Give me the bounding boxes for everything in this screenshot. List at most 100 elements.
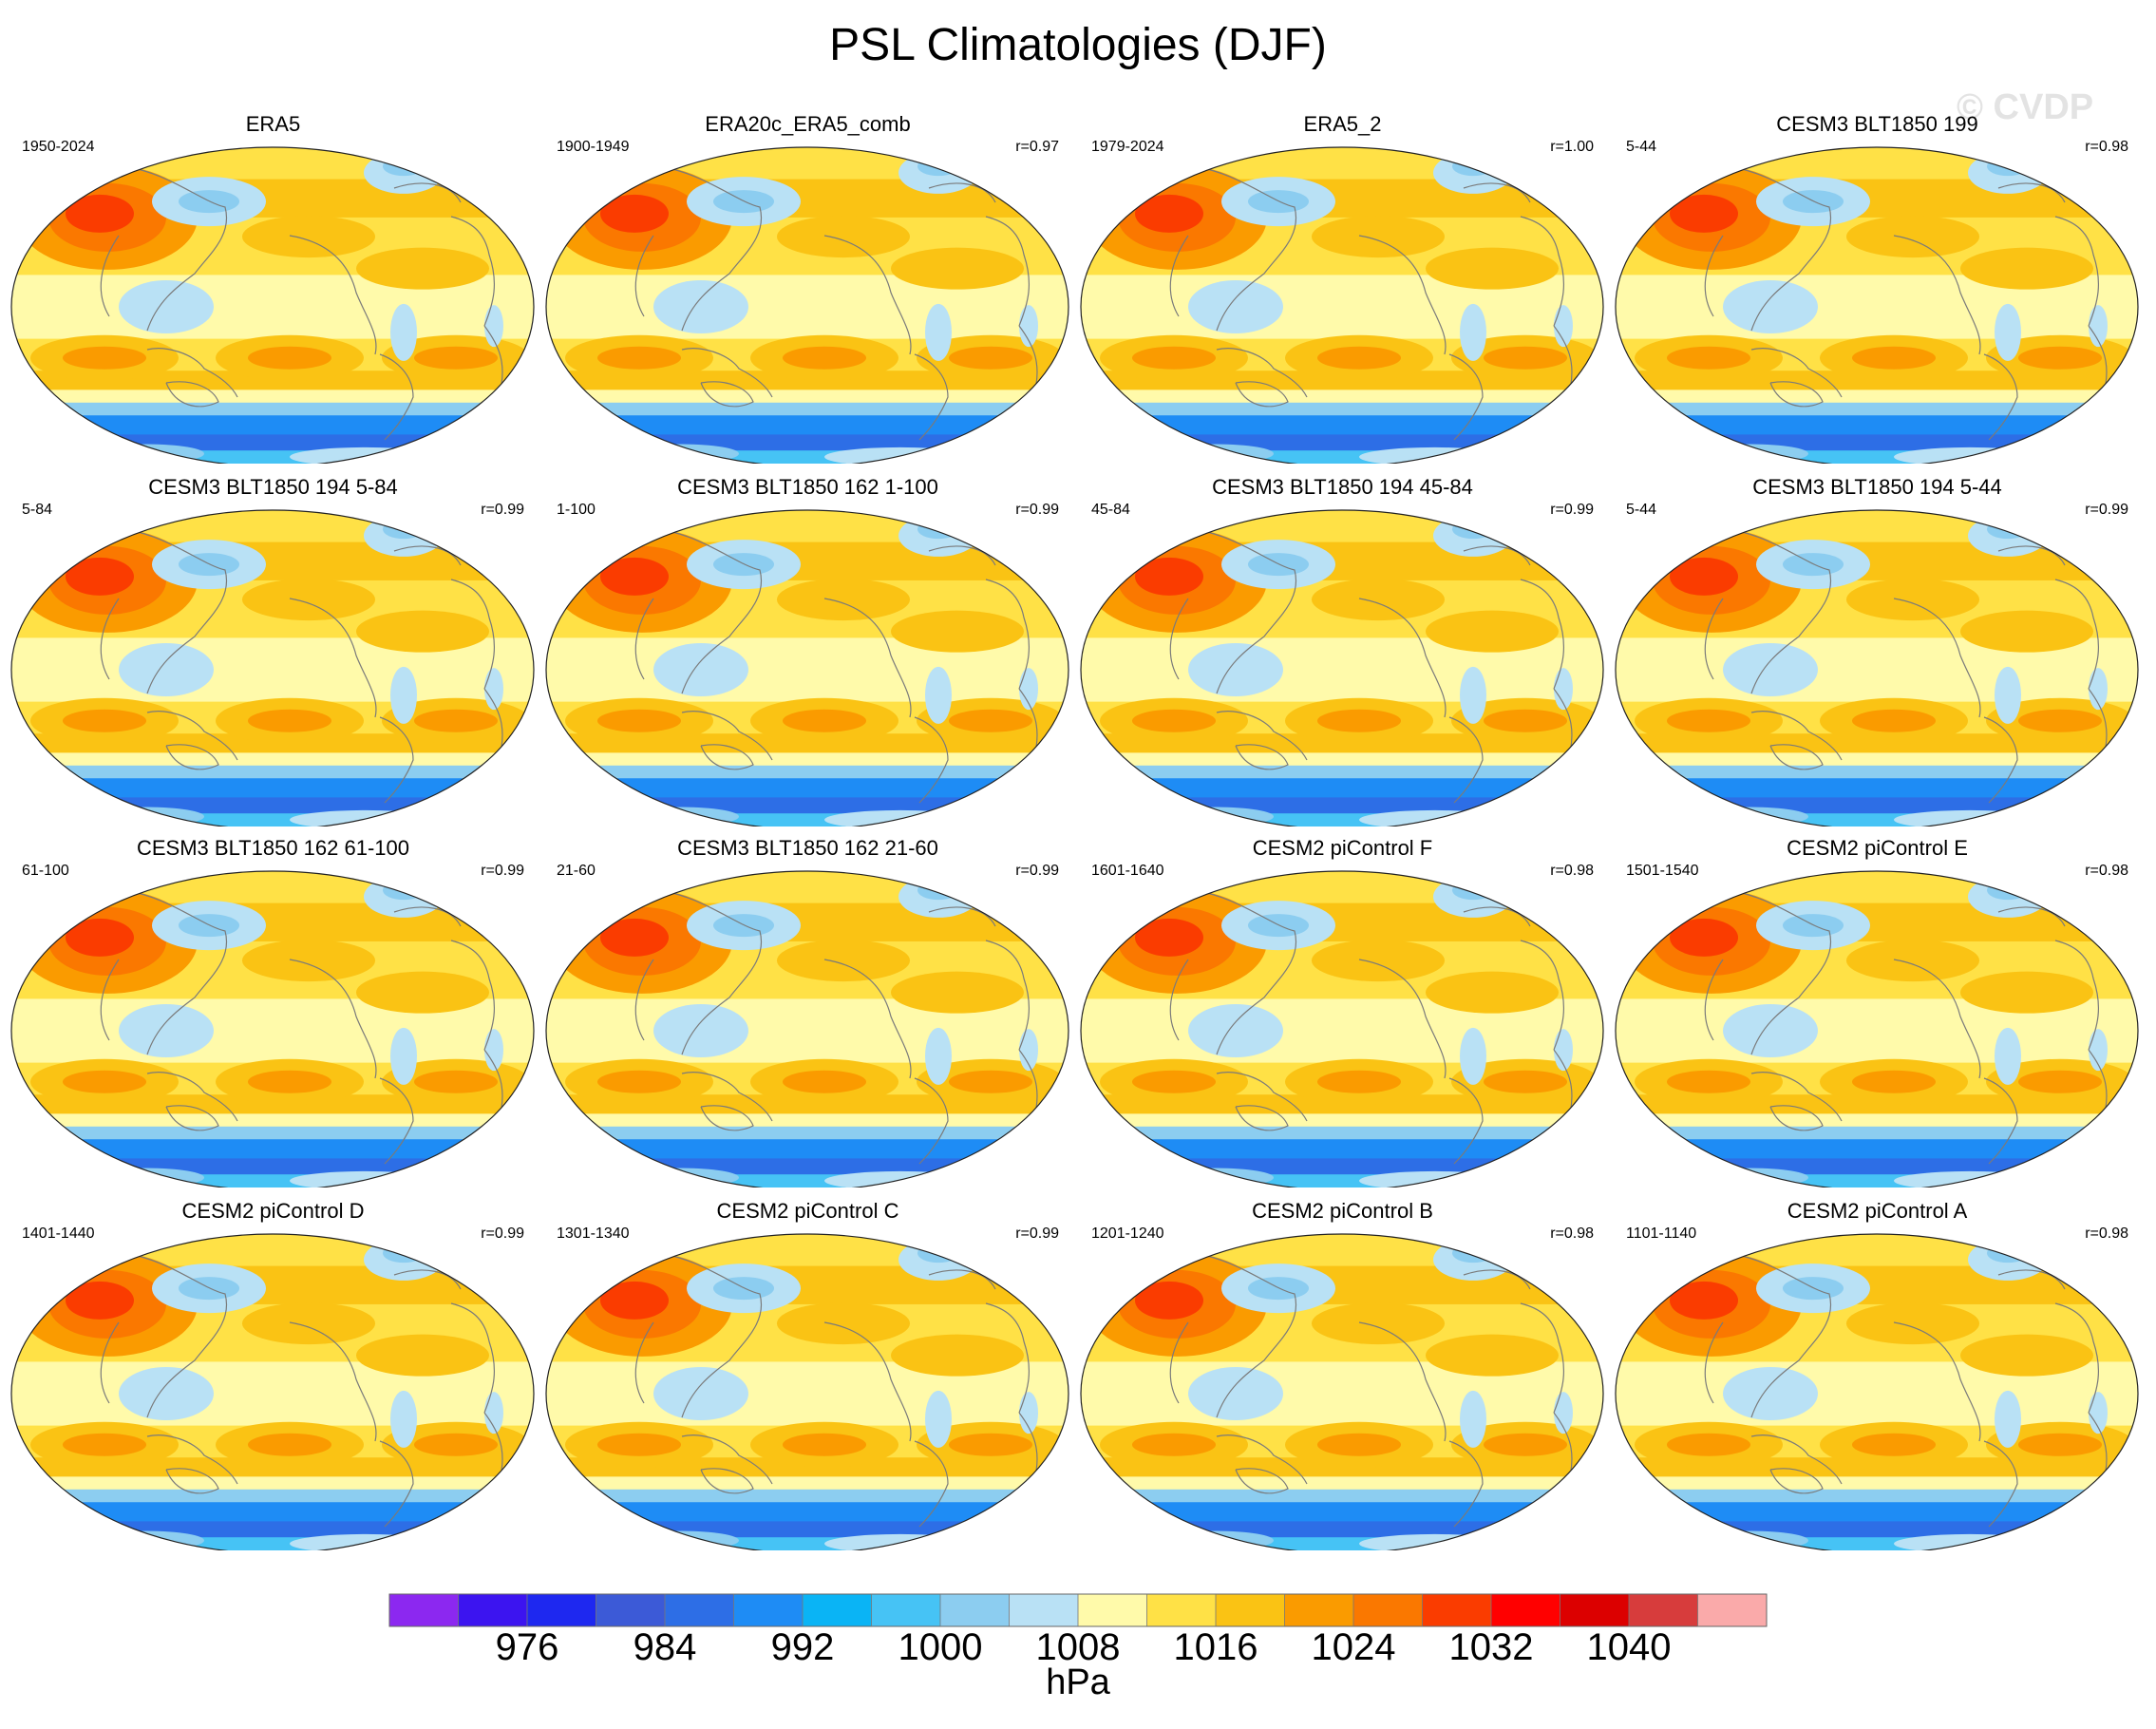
panel-title: CESM2 piControl A	[1787, 1199, 1968, 1223]
panel-correlation: r=0.99	[1015, 502, 1059, 518]
psl-map	[1080, 870, 1604, 1188]
colorbar-swatch	[1078, 1594, 1147, 1626]
map-panel: ERA20c_ERA5_comb 1900-1949 r=0.97	[539, 112, 1076, 464]
psl-map	[545, 870, 1069, 1188]
colorbar-swatch	[596, 1594, 666, 1626]
panel-year-range: 61-100	[22, 863, 69, 879]
colorbar-units-label: hPa	[1046, 1662, 1110, 1702]
map-panel: CESM2 piControl A 1101-1140 r=0.98	[1609, 1199, 2146, 1550]
psl-map	[1080, 146, 1604, 464]
colorbar-swatch	[1629, 1594, 1698, 1626]
colorbar-swatch	[803, 1594, 872, 1626]
colorbar-swatch	[527, 1594, 596, 1626]
colorbar-swatch	[940, 1594, 1010, 1626]
psl-map	[1080, 509, 1604, 826]
psl-map	[545, 1233, 1069, 1550]
panel-title: CESM3 BLT1850 194 5-44	[1752, 475, 2002, 499]
colorbar-tick-label: 984	[633, 1626, 697, 1668]
map-panel: CESM2 piControl C 1301-1340 r=0.99	[539, 1199, 1076, 1550]
panel-title: ERA5	[245, 112, 301, 136]
panel-year-range: 5-84	[22, 502, 53, 518]
panel-correlation: r=1.00	[1550, 139, 1594, 155]
panel-year-range: 1101-1140	[1626, 1226, 1697, 1242]
map-panel: CESM3 BLT1850 194 5-84 5-84 r=0.99	[5, 475, 541, 826]
map-panel-grid: ERA5 1950-2024 ERA20c_ERA5_comb 1900-1949 r=…	[5, 112, 2146, 1550]
panel-correlation: r=0.98	[2085, 863, 2128, 879]
map-panel: CESM3 BLT1850 162 61-100 61-100 r=0.99	[5, 836, 541, 1188]
panel-title: ERA20c_ERA5_comb	[705, 112, 911, 136]
panel-year-range: 1201-1240	[1091, 1226, 1164, 1242]
colorbar-swatch	[458, 1594, 528, 1626]
panel-correlation: r=0.99	[1015, 863, 1059, 879]
map-panel: ERA5_2 1979-2024 r=1.00	[1074, 112, 1611, 464]
panel-title: ERA5_2	[1303, 112, 1382, 136]
colorbar-swatch	[1216, 1594, 1285, 1626]
colorbar-swatch	[1146, 1594, 1217, 1626]
panel-title: CESM3 BLT1850 162 61-100	[137, 836, 409, 860]
psl-map	[545, 509, 1069, 826]
colorbar-swatch	[1353, 1594, 1423, 1626]
psl-map	[1080, 1233, 1604, 1550]
panel-year-range: 1601-1640	[1091, 863, 1164, 879]
colorbar-tick-label: 1024	[1311, 1626, 1396, 1668]
psl-map	[10, 870, 535, 1188]
map-panel: CESM3 BLT1850 194 45-84 45-84 r=0.99	[1074, 475, 1611, 826]
map-panel: CESM3 BLT1850 162 1-100 1-100 r=0.99	[539, 475, 1076, 826]
panel-title: CESM2 piControl B	[1252, 1199, 1433, 1223]
panel-year-range: 1301-1340	[557, 1226, 630, 1242]
map-panel: CESM3 BLT1850 199 5-44 r=0.98	[1609, 112, 2146, 464]
panel-correlation: r=0.98	[1550, 1226, 1594, 1242]
panel-correlation: r=0.99	[1015, 1226, 1059, 1242]
panel-correlation: r=0.99	[2085, 502, 2128, 518]
panel-correlation: r=0.98	[1550, 863, 1594, 879]
panel-title: CESM2 piControl F	[1252, 836, 1433, 860]
panel-year-range: 1900-1949	[557, 139, 630, 155]
psl-map	[1615, 509, 2139, 826]
psl-map	[1615, 146, 2139, 464]
panel-title: CESM3 BLT1850 162 1-100	[677, 475, 938, 499]
panel-year-range: 1979-2024	[1091, 139, 1164, 155]
psl-map	[1615, 1233, 2139, 1550]
panel-title: CESM2 piControl E	[1787, 836, 1968, 860]
panel-year-range: 1501-1540	[1626, 863, 1699, 879]
panel-title: CESM3 BLT1850 194 5-84	[148, 475, 398, 499]
panel-correlation: r=0.99	[1550, 502, 1594, 518]
watermark: © CVDP	[1957, 87, 2094, 127]
psl-map	[10, 146, 535, 464]
panel-title: CESM3 BLT1850 199	[1776, 112, 1978, 136]
colorbar-swatch	[871, 1594, 941, 1626]
panel-year-range: 5-44	[1626, 502, 1657, 518]
map-panel: CESM2 piControl F 1601-1640 r=0.98	[1074, 836, 1611, 1188]
panel-correlation: r=0.99	[481, 1226, 524, 1242]
colorbar-swatch	[733, 1594, 804, 1626]
map-panel: CESM3 BLT1850 194 5-44 5-44 r=0.99	[1609, 475, 2146, 826]
colorbar-swatch	[665, 1594, 734, 1626]
map-panel: CESM3 BLT1850 162 21-60 21-60 r=0.99	[539, 836, 1076, 1188]
panel-year-range: 1401-1440	[22, 1226, 95, 1242]
panel-title: CESM2 piControl C	[716, 1199, 899, 1223]
colorbar-tick-label: 1008	[1035, 1626, 1121, 1668]
colorbar-tick-label: 976	[495, 1626, 559, 1668]
colorbar-tick-label: 1040	[1586, 1626, 1672, 1668]
panel-year-range: 21-60	[557, 863, 596, 879]
panel-year-range: 1950-2024	[22, 139, 95, 155]
map-panel: CESM2 piControl D 1401-1440 r=0.99	[5, 1199, 541, 1550]
panel-title: CESM3 BLT1850 162 21-60	[677, 836, 938, 860]
panel-correlation: r=0.97	[1015, 139, 1059, 155]
panel-year-range: 1-100	[557, 502, 596, 518]
panel-correlation: r=0.99	[481, 502, 524, 518]
colorbar-swatch	[1491, 1594, 1560, 1626]
chart-title: PSL Climatologies (DJF)	[829, 20, 1327, 70]
panel-correlation: r=0.99	[481, 863, 524, 879]
panel-year-range: 5-44	[1626, 139, 1657, 155]
colorbar-swatch	[1422, 1594, 1492, 1626]
colorbar-swatch	[389, 1594, 459, 1626]
colorbar-swatch	[1560, 1594, 1630, 1626]
colorbar-tick-label: 1000	[898, 1626, 983, 1668]
colorbar-swatch	[1009, 1594, 1079, 1626]
colorbar-tick-label: 1032	[1448, 1626, 1534, 1668]
colorbar-tick-label: 1016	[1173, 1626, 1258, 1668]
panel-correlation: r=0.98	[2085, 1226, 2128, 1242]
colorbar-swatch	[1697, 1594, 1768, 1626]
